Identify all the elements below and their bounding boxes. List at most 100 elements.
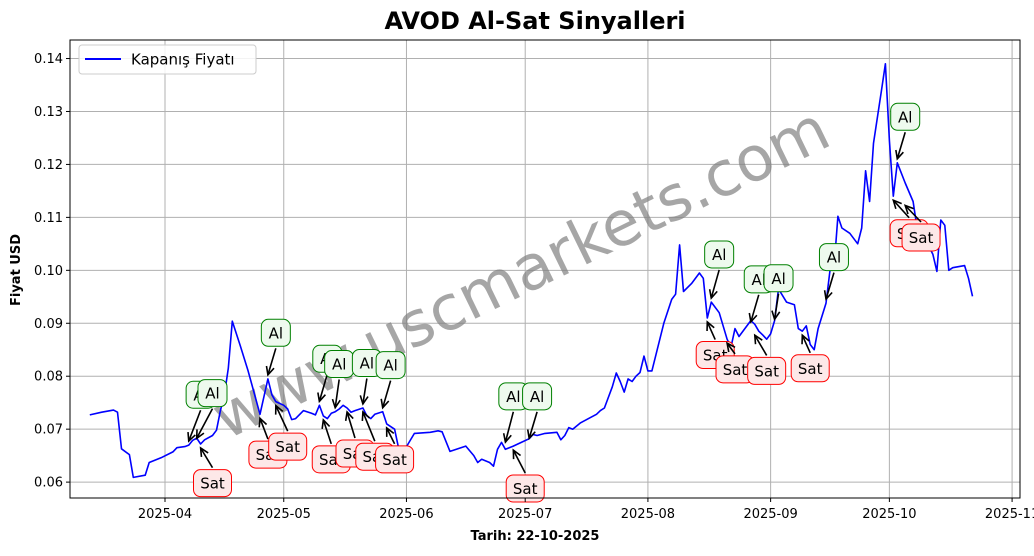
sell-signal-label: Sat [754, 362, 779, 380]
signal-arrow-line [892, 199, 910, 219]
buy-signal-label: Al [205, 385, 219, 403]
signal-arrow-head [344, 410, 354, 422]
signal-arrow-head [380, 398, 390, 410]
buy-signal-label: Al [530, 388, 544, 406]
sell-signal: Sat [268, 403, 308, 461]
buy-signal-label: Al [269, 324, 283, 342]
y-tick-label: 0.07 [34, 423, 63, 438]
x-tick-label: 2025-06 [379, 507, 433, 522]
signal-arrow-line [750, 294, 760, 323]
signal-arrow-head [526, 429, 536, 441]
y-tick-label: 0.11 [34, 211, 63, 226]
signal-box [197, 379, 228, 408]
buy-signal: Al [498, 382, 529, 444]
sell-signal-label: Sat [798, 360, 823, 378]
buy-signal-label: Al [752, 271, 766, 289]
sell-signal-label: Sat [200, 475, 225, 493]
signal-arrow-head [903, 204, 914, 215]
y-tick-label: 0.13 [34, 105, 63, 120]
signal-arrow-head [801, 333, 810, 345]
y-axis-label: Fiyat USD [9, 234, 24, 306]
y-tick-label: 0.08 [34, 370, 63, 385]
x-axis-label: Tarih: 22-10-2025 [471, 529, 600, 544]
signal-arrow-line [904, 204, 922, 223]
buy-signal: Al [260, 318, 291, 377]
signal-arrow-line [710, 269, 720, 299]
legend-box [78, 44, 257, 75]
signal-arrow-line [773, 293, 780, 320]
buy-signal: Al [195, 379, 228, 441]
buy-signal: Al [324, 350, 355, 410]
x-tick-label: 2025-08 [621, 507, 675, 522]
sell-signal-label: Sat [513, 480, 538, 498]
y-tick-label: 0.12 [34, 158, 63, 173]
sell-signal-label: Sat [909, 229, 934, 247]
signal-box [375, 351, 406, 380]
x-tick-label: 2025-07 [498, 507, 552, 522]
signal-arrow-head [725, 341, 736, 353]
buy-signal: Al [818, 243, 849, 301]
sell-signal: Sat [715, 341, 755, 384]
signal-box [901, 223, 941, 252]
buy-signal-label: Al [360, 354, 374, 372]
sell-signal-label: Sat [275, 438, 300, 456]
x-tick-label: 2025-05 [257, 507, 311, 522]
sell-signal: Sat [375, 426, 415, 474]
y-tick-label: 0.09 [34, 317, 63, 332]
signal-arrow-line [362, 378, 368, 405]
plot-frame [69, 39, 1021, 499]
sell-signal: Sat [790, 333, 830, 383]
sell-signal: Sat [901, 204, 941, 252]
signal-box [375, 445, 415, 474]
buy-signal: Al [704, 240, 735, 300]
signal-arrow-line [188, 409, 202, 442]
x-tick-label: 2025-11 [985, 507, 1034, 522]
signal-arrow-line [334, 379, 340, 408]
signal-arrow-head [748, 312, 758, 324]
buy-signal-label: Al [506, 388, 520, 406]
signal-arrow-line [801, 334, 811, 354]
signal-arrow-head [895, 149, 904, 161]
signal-box [268, 432, 308, 461]
signal-arrow-head [708, 289, 718, 300]
signal-arrow-head [321, 418, 331, 429]
signal-arrow-head [195, 429, 205, 441]
signal-arrow-line [896, 132, 906, 160]
signal-arrow-line [267, 348, 277, 376]
signal-arrow-line [385, 427, 396, 445]
signal-arrow-head [771, 310, 781, 322]
buy-signal: Al [890, 102, 921, 161]
buy-signal-label: Al [332, 356, 346, 374]
axes-layer: 2025-04 2025-05 2025-06 2025-07 2025-08 2025-… [34, 39, 1034, 522]
signal-arrow-head [753, 333, 763, 345]
signal-box [818, 243, 849, 272]
legend: Kapanış Fiyatı [78, 44, 257, 75]
signal-layer: Al Al Sat Al Sat Sat Al Sat Al Sat Al Sat Al Sat Al Al S… [185, 102, 941, 503]
chart-title: AVOD Al-Sat Sinyalleri [384, 7, 685, 35]
signal-box [890, 102, 921, 131]
signal-arrow-line [275, 405, 289, 432]
signal-box [747, 356, 787, 385]
signal-arrow-line [726, 342, 736, 355]
signal-box [790, 354, 830, 383]
signal-arrow-head [512, 448, 522, 460]
signal-arrow-head [199, 446, 209, 458]
buy-signal-label: Al [898, 108, 912, 126]
signal-arrow-head [892, 198, 902, 210]
signal-arrow-line [346, 411, 356, 439]
signal-arrow-head [359, 395, 369, 406]
signal-arrow-line [528, 411, 538, 439]
signal-arrow-head [274, 403, 284, 415]
signal-arrow-head [265, 365, 275, 377]
buy-signal: Al [375, 351, 406, 410]
signal-arrow-head [317, 392, 326, 404]
buy-signal-label: Al [712, 246, 726, 264]
signal-arrow-line [318, 374, 329, 402]
signal-arrow-head [258, 416, 268, 428]
x-tick-label: 2025-09 [743, 507, 797, 522]
signal-arrow-head [187, 432, 196, 443]
sell-signal: Sat [193, 446, 232, 498]
